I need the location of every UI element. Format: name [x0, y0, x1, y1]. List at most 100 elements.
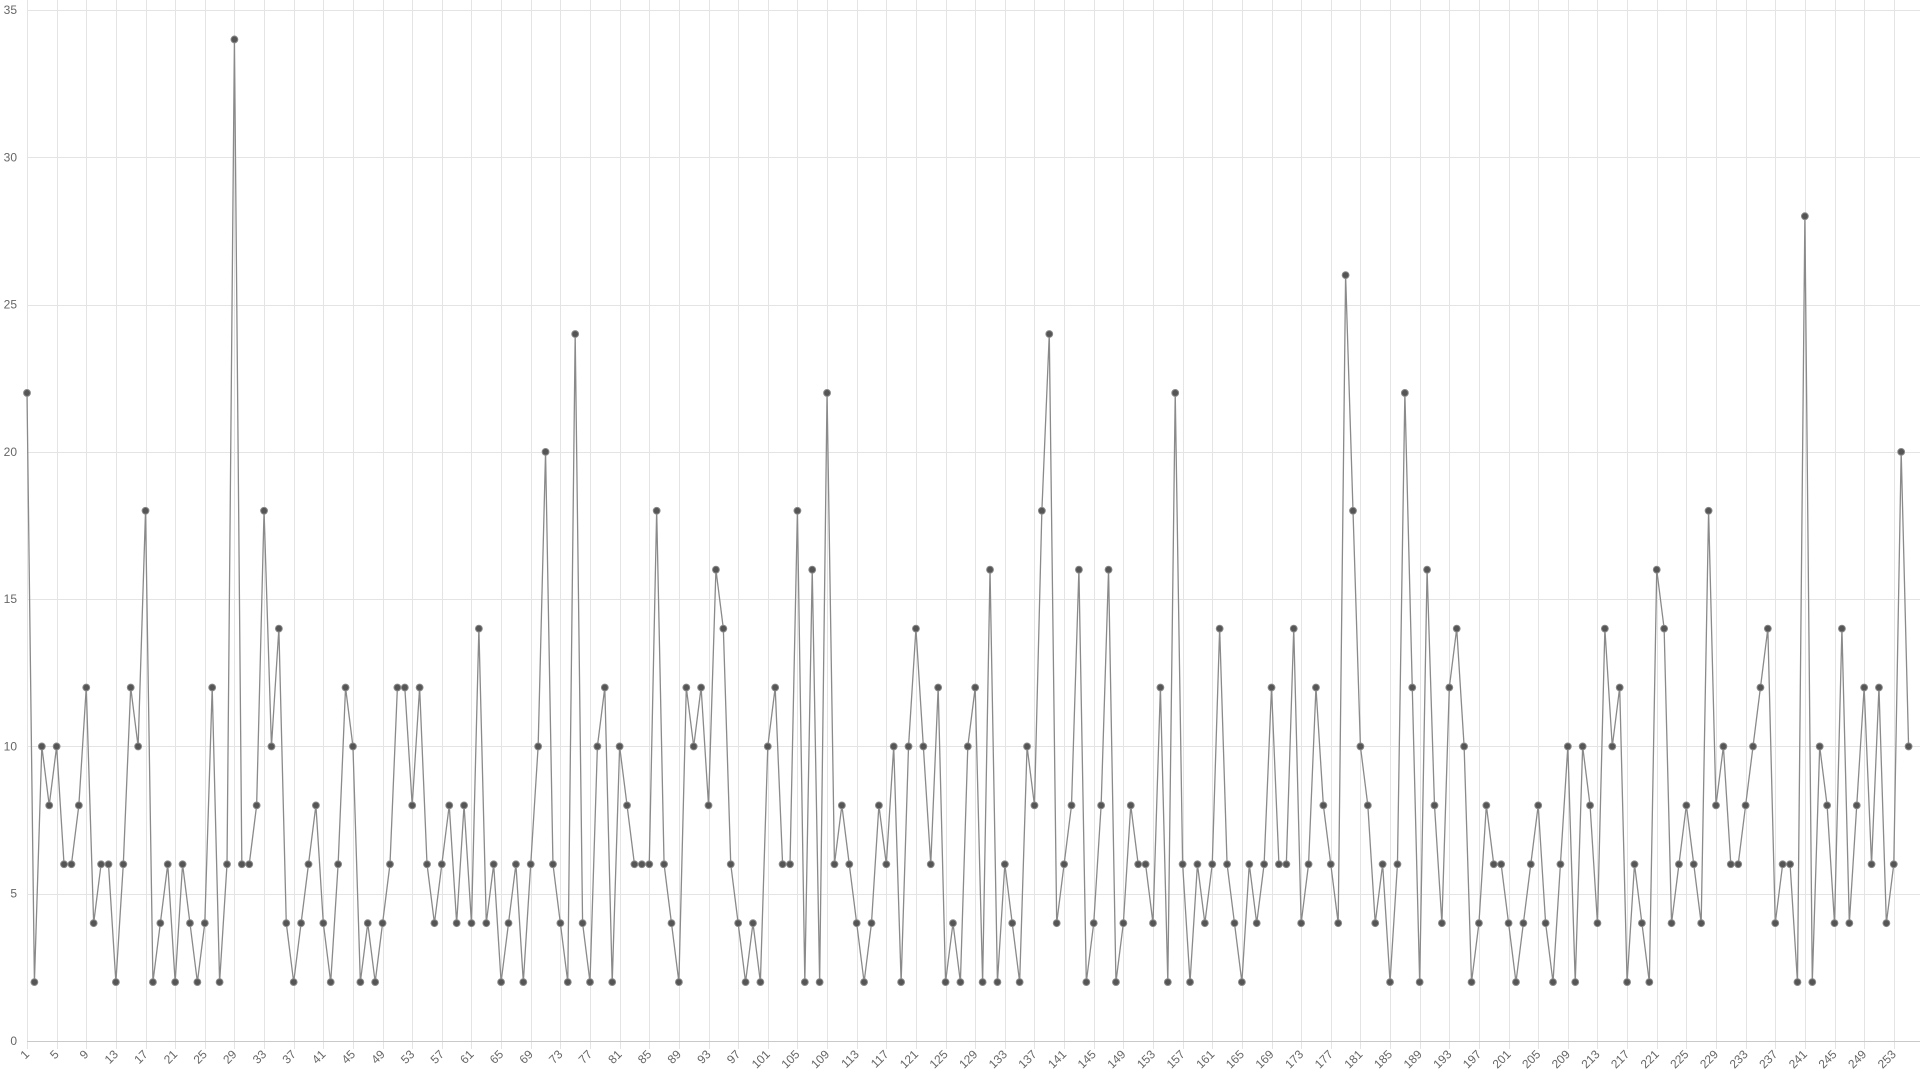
data-point — [512, 860, 520, 869]
data-point — [1889, 860, 1898, 869]
data-point — [149, 978, 157, 986]
y-gridlines — [27, 10, 1920, 1042]
data-point — [645, 860, 654, 869]
data-point — [1089, 919, 1098, 928]
data-point — [1334, 919, 1343, 928]
data-point — [1045, 330, 1054, 338]
data-point — [549, 860, 557, 869]
data-point — [1623, 978, 1631, 986]
data-point — [1600, 624, 1609, 633]
data-point — [1571, 978, 1580, 986]
data-point — [1726, 860, 1735, 869]
data-point — [1838, 624, 1846, 633]
data-point — [1415, 978, 1424, 986]
x-tick-label: 121 — [897, 1047, 921, 1071]
data-point — [67, 860, 76, 869]
x-tick-label: 237 — [1756, 1047, 1780, 1071]
data-point — [1252, 919, 1261, 928]
data-point — [252, 801, 261, 810]
data-point — [1060, 860, 1068, 869]
data-point — [1452, 624, 1461, 633]
data-point — [230, 35, 239, 44]
data-point — [741, 978, 750, 986]
data-point — [563, 978, 572, 986]
data-point — [45, 801, 54, 810]
data-point — [971, 683, 980, 692]
x-tick-label: 97 — [724, 1047, 744, 1067]
data-point — [1578, 742, 1587, 751]
data-point — [749, 919, 757, 928]
data-point — [274, 624, 283, 633]
data-point — [926, 860, 935, 869]
x-tick-label: 173 — [1282, 1047, 1306, 1071]
data-point — [1349, 506, 1357, 515]
data-point — [1208, 860, 1217, 869]
data-point — [1312, 683, 1320, 692]
data-point — [1386, 978, 1394, 986]
data-point — [1778, 860, 1787, 869]
x-tick-label: 221 — [1638, 1047, 1662, 1071]
data-point — [993, 978, 1002, 986]
data-point — [82, 683, 91, 692]
x-tick-label: 73 — [546, 1047, 566, 1067]
data-point — [1638, 919, 1646, 928]
data-point — [1178, 860, 1187, 869]
x-tick-label: 21 — [161, 1047, 181, 1067]
data-point — [312, 801, 320, 810]
data-point — [1037, 506, 1046, 515]
data-point — [667, 919, 676, 928]
data-point — [1378, 860, 1387, 869]
x-tick-label: 225 — [1667, 1047, 1691, 1071]
x-tick-label: 197 — [1460, 1047, 1484, 1071]
data-point — [934, 683, 943, 692]
data-point — [556, 919, 565, 928]
x-tick-label: 77 — [576, 1047, 596, 1067]
data-point — [1341, 271, 1350, 280]
x-tick-label: 105 — [778, 1047, 802, 1071]
data-point — [408, 801, 417, 810]
data-point — [1563, 742, 1572, 751]
data-point — [778, 860, 787, 869]
data-point — [1823, 801, 1832, 810]
x-tick-label: 89 — [665, 1047, 685, 1067]
data-point — [771, 683, 780, 692]
data-point — [1808, 978, 1817, 986]
data-point — [1741, 801, 1750, 810]
data-point — [326, 978, 335, 986]
x-tick-label: 137 — [1016, 1047, 1040, 1071]
data-point — [1608, 742, 1617, 751]
data-point — [837, 801, 846, 810]
data-point — [652, 506, 661, 515]
data-point — [1075, 565, 1083, 574]
x-tick-label: 233 — [1727, 1047, 1751, 1071]
data-point — [1363, 801, 1372, 810]
data-point — [1712, 801, 1720, 810]
data-point — [763, 742, 772, 751]
data-point — [1356, 742, 1365, 751]
data-point — [1400, 389, 1409, 397]
data-point — [386, 860, 394, 869]
data-point — [867, 919, 876, 928]
data-point — [756, 978, 765, 986]
x-tick-label: 249 — [1845, 1047, 1869, 1071]
data-point — [912, 624, 920, 633]
data-point — [1682, 801, 1691, 810]
data-point — [52, 742, 61, 751]
data-point — [726, 860, 735, 869]
data-point — [1460, 742, 1469, 751]
data-point — [1230, 919, 1239, 928]
y-tick-label: 15 — [4, 592, 18, 606]
x-tick-label: 217 — [1608, 1047, 1632, 1071]
data-point — [860, 978, 868, 986]
data-point — [356, 978, 365, 986]
data-point — [1163, 978, 1172, 986]
data-point — [1326, 860, 1335, 869]
data-point — [319, 919, 328, 928]
x-tick-label: 93 — [694, 1047, 714, 1067]
x-tick-label: 37 — [279, 1047, 299, 1067]
y-tick-label: 35 — [4, 3, 18, 17]
y-tick-label: 30 — [4, 150, 18, 164]
x-tick-label: 113 — [838, 1047, 862, 1071]
data-point — [1008, 919, 1017, 928]
x-tick-label: 13 — [102, 1047, 122, 1067]
